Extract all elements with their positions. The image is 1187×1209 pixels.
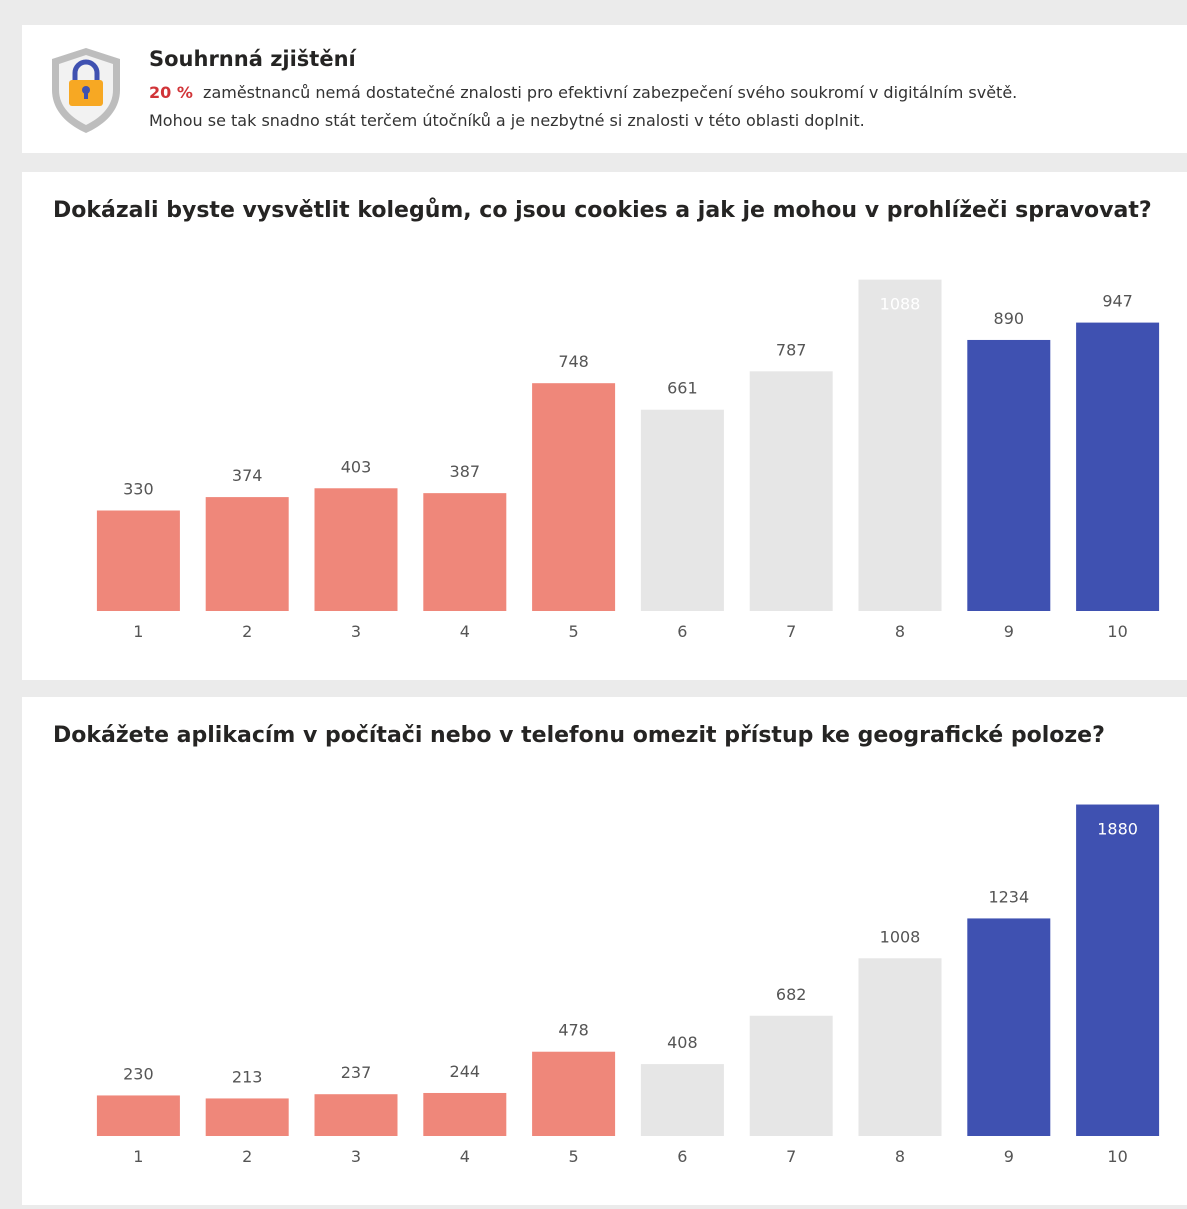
x-tick-label: 7 xyxy=(786,622,796,641)
data-label: 408 xyxy=(667,1033,698,1052)
x-tick-label: 7 xyxy=(786,1147,796,1166)
chart-title: Dokážete aplikacím v počítači nebo v tel… xyxy=(53,723,1105,748)
data-label: 1088 xyxy=(880,295,921,314)
data-label: 1880 xyxy=(1097,820,1138,839)
data-label: 387 xyxy=(450,462,481,481)
x-tick-label: 1 xyxy=(133,1147,143,1166)
summary-text: zaměstnanců nemá dostatečné znalosti pro… xyxy=(203,83,1018,102)
chart-card: Dokážete aplikacím v počítači nebo v tel… xyxy=(22,697,1187,1205)
data-label: 748 xyxy=(558,352,589,371)
x-tick-label: 9 xyxy=(1004,1147,1014,1166)
bar xyxy=(205,1098,289,1136)
data-label: 374 xyxy=(232,466,263,485)
summary-line: 20 % zaměstnanců nemá dostatečné znalost… xyxy=(149,83,1017,102)
chart-card: Dokázali byste vysvětlit kolegům, co jso… xyxy=(22,172,1187,680)
data-label: 230 xyxy=(123,1064,154,1083)
bar xyxy=(858,279,942,611)
chart: Dokázali byste vysvětlit kolegům, co jso… xyxy=(53,198,1160,641)
x-tick-label: 8 xyxy=(895,1147,905,1166)
x-tick-label: 6 xyxy=(677,622,687,641)
bar xyxy=(532,1051,616,1136)
x-tick-label: 5 xyxy=(569,622,579,641)
bar xyxy=(314,488,398,611)
data-label: 1008 xyxy=(880,927,921,946)
bar xyxy=(967,339,1051,611)
x-tick-label: 8 xyxy=(895,622,905,641)
bar xyxy=(532,383,616,611)
x-tick-label: 5 xyxy=(569,1147,579,1166)
x-tick-label: 2 xyxy=(242,1147,252,1166)
summary-title: Souhrnná zjištění xyxy=(149,47,356,71)
x-tick-label: 4 xyxy=(460,622,470,641)
data-label: 244 xyxy=(450,1062,481,1081)
summary-text: Mohou se tak snadno stát terčem útočníků… xyxy=(149,111,865,130)
x-tick-label: 1 xyxy=(133,622,143,641)
bar xyxy=(1076,322,1160,611)
bar xyxy=(423,1092,507,1136)
x-tick-label: 10 xyxy=(1107,1147,1127,1166)
data-label: 1234 xyxy=(988,887,1029,906)
bar xyxy=(96,510,180,611)
data-label: 890 xyxy=(994,309,1025,328)
data-label: 213 xyxy=(232,1067,263,1086)
data-label: 682 xyxy=(776,985,807,1004)
chart-title: Dokázali byste vysvětlit kolegům, co jso… xyxy=(53,198,1152,223)
data-label: 478 xyxy=(558,1021,589,1040)
x-tick-label: 9 xyxy=(1004,622,1014,641)
bar xyxy=(314,1094,398,1136)
data-label: 237 xyxy=(341,1063,372,1082)
x-tick-label: 3 xyxy=(351,1147,361,1166)
bar xyxy=(423,493,507,611)
bar xyxy=(967,918,1051,1136)
bar xyxy=(749,1015,833,1136)
x-tick-label: 2 xyxy=(242,622,252,641)
bar xyxy=(1076,804,1160,1136)
x-tick-label: 10 xyxy=(1107,622,1127,641)
summary-card: Souhrnná zjištění 20 % zaměstnanců nemá … xyxy=(22,25,1187,153)
bar xyxy=(205,497,289,611)
chart: Dokážete aplikacím v počítači nebo v tel… xyxy=(53,723,1160,1166)
x-tick-label: 6 xyxy=(677,1147,687,1166)
data-label: 661 xyxy=(667,379,698,398)
bar xyxy=(96,1095,180,1136)
shield-icon xyxy=(52,48,120,133)
bar xyxy=(858,958,942,1136)
data-label: 330 xyxy=(123,480,154,499)
highlight: 20 % xyxy=(149,83,193,102)
bar xyxy=(640,409,724,611)
bar xyxy=(640,1064,724,1136)
x-tick-label: 4 xyxy=(460,1147,470,1166)
bar xyxy=(749,371,833,611)
x-tick-label: 3 xyxy=(351,622,361,641)
data-label: 403 xyxy=(341,457,372,476)
data-label: 787 xyxy=(776,340,807,359)
data-label: 947 xyxy=(1102,292,1133,311)
